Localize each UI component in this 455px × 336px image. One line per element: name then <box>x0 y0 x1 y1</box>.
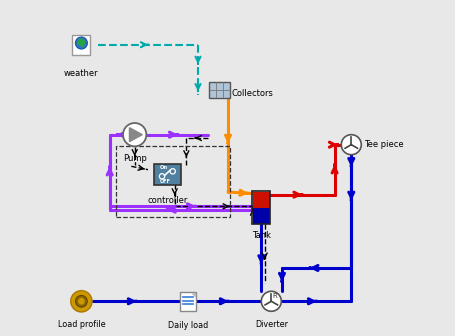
Text: Diverter: Diverter <box>254 320 287 329</box>
FancyBboxPatch shape <box>208 82 230 98</box>
Text: Tank: Tank <box>251 231 270 240</box>
Circle shape <box>79 299 84 304</box>
Bar <box>253 208 269 224</box>
Polygon shape <box>129 128 142 142</box>
Circle shape <box>123 123 146 146</box>
Text: On: On <box>160 165 168 170</box>
FancyBboxPatch shape <box>153 164 181 185</box>
Text: Collectors: Collectors <box>231 88 273 97</box>
FancyBboxPatch shape <box>72 35 90 54</box>
Polygon shape <box>192 293 195 296</box>
Circle shape <box>76 295 87 307</box>
Circle shape <box>340 135 360 155</box>
Circle shape <box>261 291 281 311</box>
Bar <box>253 192 269 208</box>
Circle shape <box>75 37 87 49</box>
FancyBboxPatch shape <box>180 292 196 310</box>
Text: R: R <box>272 293 277 299</box>
Text: weather: weather <box>64 69 98 78</box>
Text: Pump: Pump <box>122 154 147 163</box>
Text: Tee piece: Tee piece <box>363 140 403 149</box>
Text: controller: controller <box>147 196 187 205</box>
Polygon shape <box>78 39 85 46</box>
Text: OFF: OFF <box>160 179 171 184</box>
Text: Daily load: Daily load <box>167 321 207 330</box>
Text: Load profile: Load profile <box>57 320 105 329</box>
Circle shape <box>71 291 92 312</box>
